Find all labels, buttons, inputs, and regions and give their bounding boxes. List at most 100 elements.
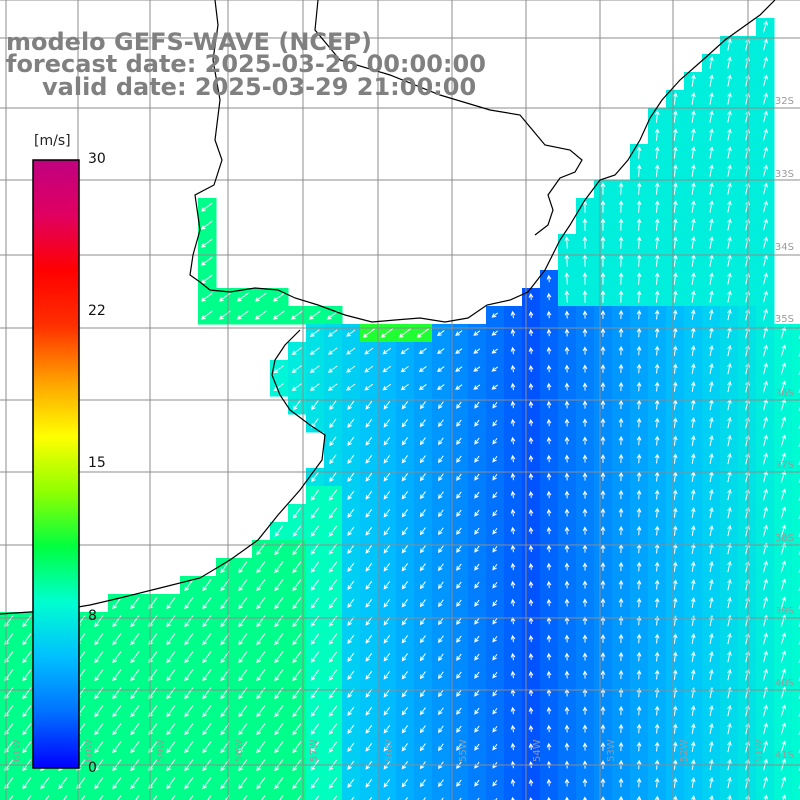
wind-arrow: [780, 506, 787, 519]
wind-arrow: [171, 795, 176, 800]
wind-arrow: [441, 797, 444, 800]
wind-arrow: [582, 472, 588, 481]
wind-arrow: [238, 705, 248, 718]
wind-arrow: [528, 292, 534, 301]
wind-arrow: [780, 344, 787, 357]
wind-arrow: [510, 598, 516, 607]
wind-arrow: [691, 218, 696, 231]
wind-arrow: [727, 416, 732, 429]
wind-arrow: [727, 344, 732, 357]
wind-arrow: [401, 635, 409, 644]
wind-arrow: [455, 384, 463, 390]
wind-arrow: [329, 436, 337, 447]
wind-arrow: [130, 633, 140, 646]
wind-arrow: [564, 418, 570, 427]
wind-arrow: [709, 596, 714, 609]
wind-arrow: [618, 741, 624, 752]
wind-arrow: [238, 561, 248, 574]
wind-arrow: [672, 597, 678, 608]
wind-arrow: [690, 453, 696, 464]
wind-arrow: [22, 651, 32, 664]
wind-arrow: [564, 236, 570, 249]
wind-arrow: [780, 776, 787, 789]
latitude-label: 40S: [775, 678, 794, 689]
wind-arrow: [780, 380, 787, 393]
wind-arrow: [310, 561, 320, 573]
latitude-label: 38S: [775, 533, 794, 544]
wind-arrow: [618, 597, 624, 608]
wind-arrow: [762, 560, 768, 573]
wind-arrow: [763, 794, 768, 800]
wind-arrow: [474, 509, 480, 517]
wind-arrow: [564, 436, 570, 445]
wind-arrow: [618, 236, 624, 249]
wind-speed-cell: [270, 792, 289, 800]
wind-arrow: [654, 705, 660, 716]
wind-arrow: [94, 723, 104, 736]
wind-arrow: [474, 743, 480, 751]
wind-speed-cell: [90, 792, 109, 800]
wind-arrow: [383, 418, 391, 428]
wind-speed-cell: [198, 792, 217, 800]
wind-arrow: [401, 743, 409, 752]
wind-arrow: [691, 236, 696, 249]
wind-arrow: [636, 345, 642, 356]
wind-arrow: [636, 705, 642, 716]
wind-arrow: [546, 526, 552, 535]
wind-arrow: [618, 200, 624, 213]
wind-arrow: [690, 633, 696, 644]
wind-arrow: [256, 633, 266, 646]
wind-arrow: [130, 651, 140, 664]
wind-speed-cell: [792, 702, 800, 721]
wind-arrow: [419, 509, 426, 518]
wind-arrow: [762, 506, 768, 519]
wind-arrow: [436, 348, 445, 355]
wind-arrow: [727, 434, 732, 447]
wind-arrow: [546, 346, 552, 355]
wind-arrow: [709, 632, 714, 645]
wind-arrow: [546, 400, 552, 409]
wind-arrow: [600, 290, 606, 303]
wind-arrow: [510, 544, 516, 553]
wind-arrow: [636, 579, 642, 590]
wind-arrow: [130, 687, 140, 700]
wind-arrow: [709, 200, 714, 213]
wind-arrow: [419, 401, 426, 410]
wind-arrow: [491, 330, 499, 336]
wind-arrow: [274, 705, 284, 718]
wind-arrow: [416, 328, 429, 338]
wind-speed-cell: [720, 792, 739, 800]
wind-arrow: [492, 635, 498, 643]
wind-arrow: [401, 671, 409, 680]
wind-speed-cell: [324, 792, 343, 800]
wind-arrow: [455, 366, 463, 372]
wind-arrow: [528, 382, 534, 391]
wind-speed-cell: [126, 792, 145, 800]
wind-arrow: [419, 635, 426, 644]
wind-arrow: [184, 777, 194, 790]
wind-arrow: [600, 562, 606, 571]
wind-arrow: [365, 562, 373, 572]
longitude-label: 52W: [679, 739, 690, 762]
wind-arrow: [274, 525, 284, 537]
wind-arrow: [636, 290, 642, 303]
wind-arrow: [727, 650, 732, 663]
wind-arrow: [365, 418, 373, 428]
wind-arrow: [166, 723, 176, 736]
wind-arrow: [311, 400, 319, 411]
wind-arrow: [474, 599, 480, 607]
wind-arrow: [327, 347, 338, 355]
wind-arrow: [762, 452, 768, 465]
wind-arrow: [279, 795, 284, 800]
wind-arrow: [474, 419, 480, 427]
wind-arrow: [510, 472, 516, 481]
wind-arrow: [492, 743, 498, 751]
wind-arrow: [528, 400, 534, 409]
wind-arrow: [130, 615, 140, 628]
wind-speed-cell: [594, 792, 613, 800]
wind-arrow: [654, 128, 660, 141]
wind-arrow: [727, 722, 732, 735]
wind-arrow: [690, 543, 696, 554]
wind-arrow: [202, 687, 212, 700]
